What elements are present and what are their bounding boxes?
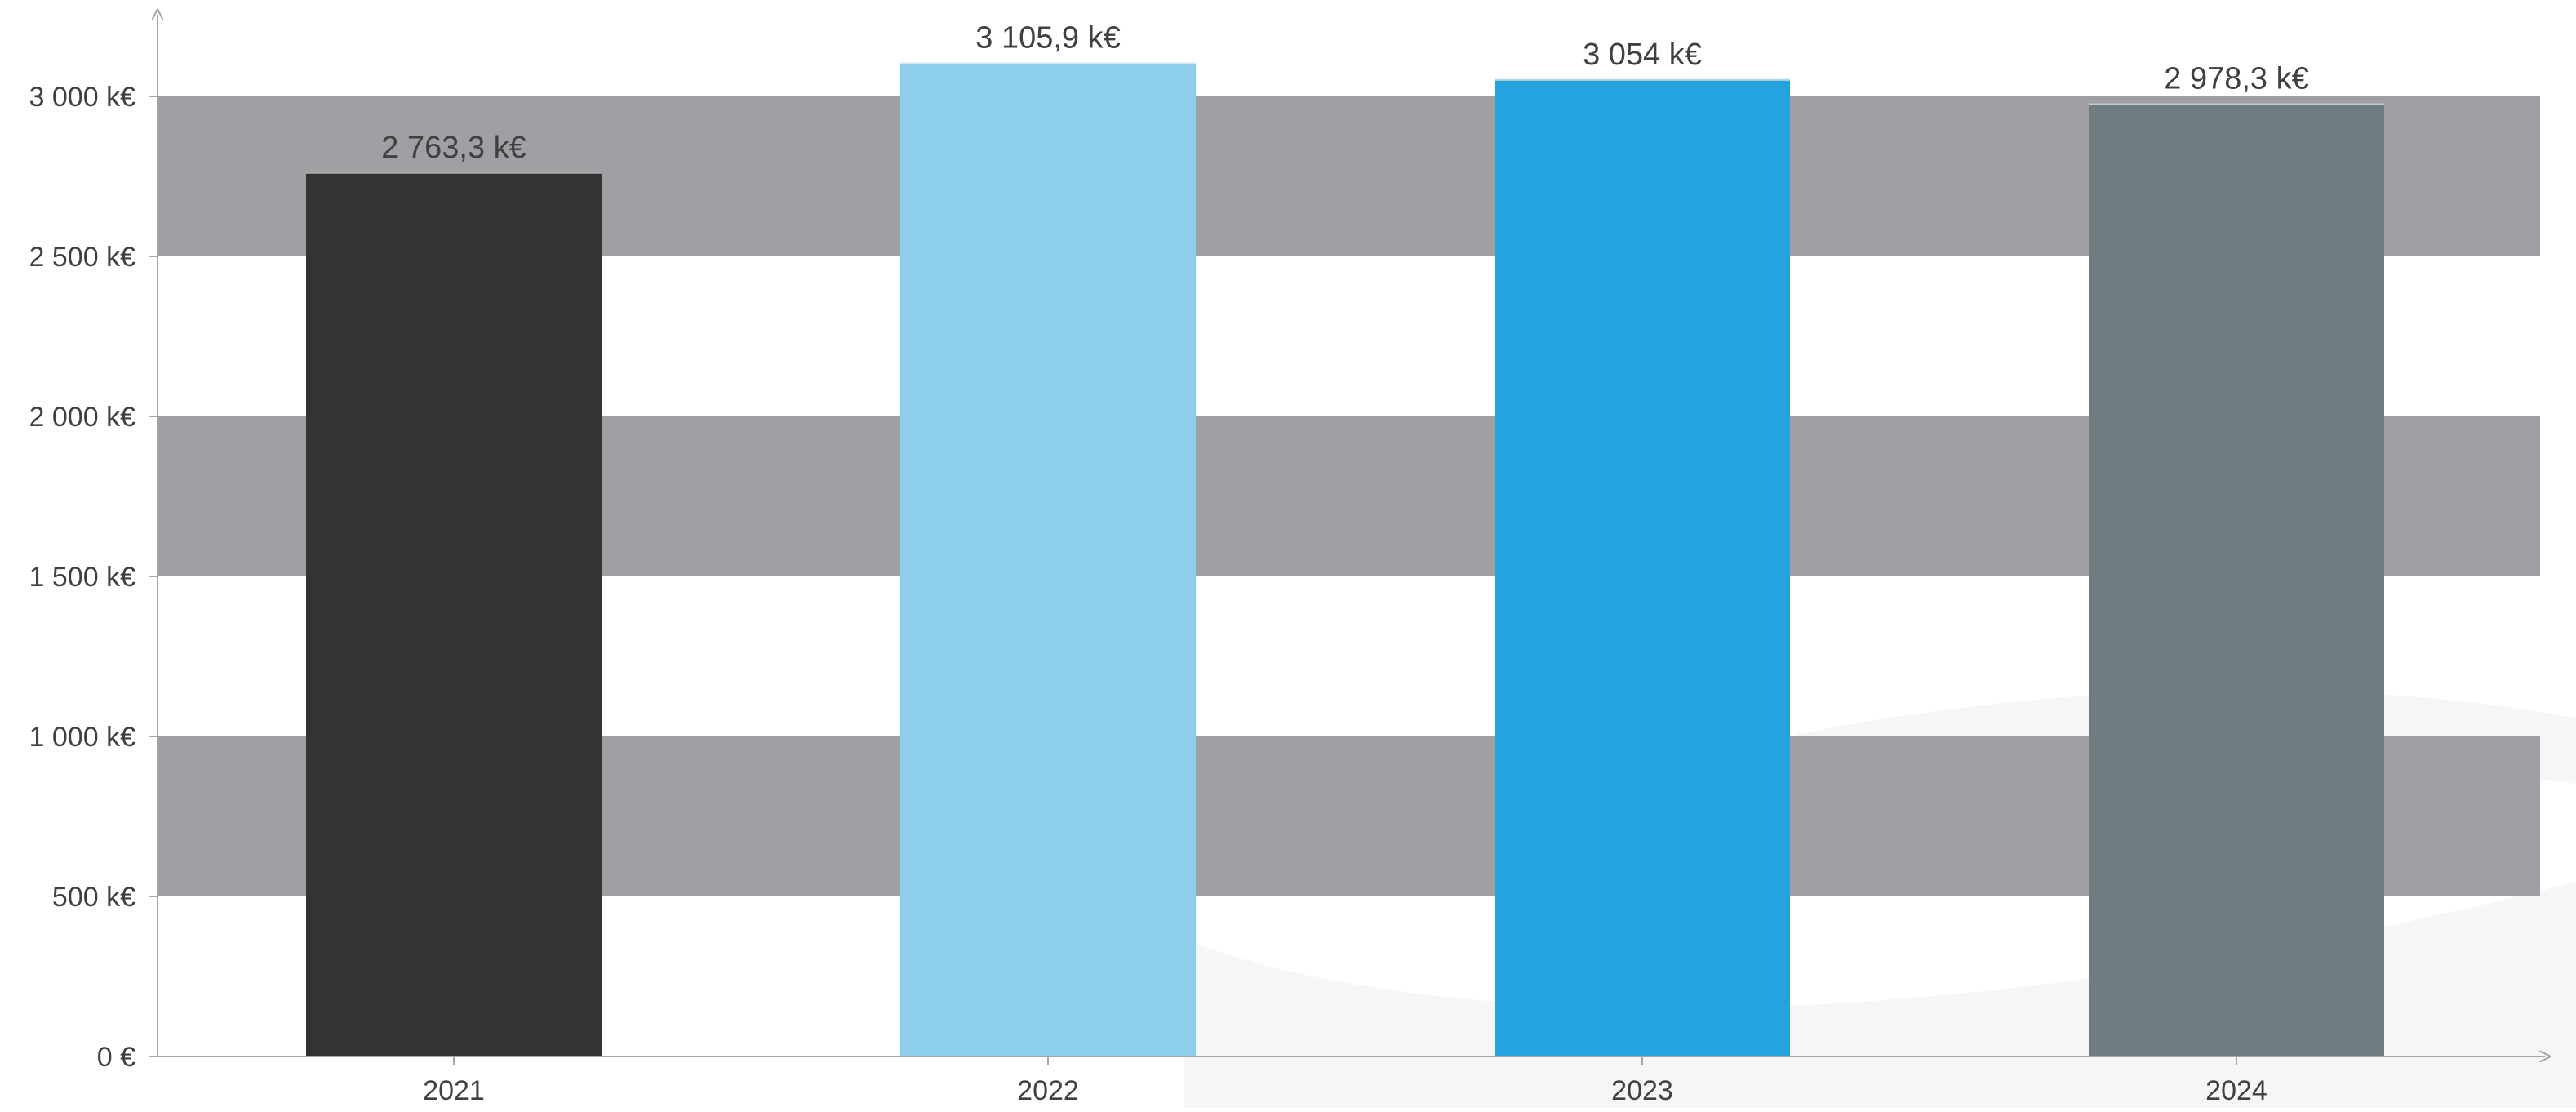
y-tick-label: 3 000 k€ <box>29 82 136 113</box>
bar-2023 <box>1495 78 1790 1056</box>
y-tick-label: 1 500 k€ <box>29 562 136 593</box>
y-tick-label: 0 € <box>97 1042 135 1073</box>
data-label: 2 763,3 k€ <box>381 131 526 165</box>
bar-2021 <box>306 171 602 1057</box>
x-tick-label: 2023 <box>1611 1075 1673 1106</box>
chart-axes <box>158 15 2545 1056</box>
x-axis-ticks: 2021 2022 2023 2024 <box>423 1056 2267 1106</box>
x-tick-label: 2021 <box>423 1075 485 1106</box>
y-tick-label: 2 500 k€ <box>29 242 136 273</box>
data-label: 3 054 k€ <box>1583 38 1702 72</box>
bar-series <box>306 62 2384 1057</box>
y-axis-ticks: 0 € 500 k€ 1 000 k€ 1 500 k€ 2 000 k€ 2 500 k… <box>29 82 158 1073</box>
y-tick-label: 500 k€ <box>52 882 135 913</box>
y-tick-label: 1 000 k€ <box>29 722 136 753</box>
x-tick-label: 2022 <box>1017 1075 1079 1106</box>
data-label: 3 105,9 k€ <box>975 20 1120 55</box>
x-tick-label: 2024 <box>2205 1075 2267 1106</box>
data-label: 2 978,3 k€ <box>2164 62 2308 96</box>
bar-2022 <box>900 62 1196 1057</box>
data-labels: 2 763,3 k€ 3 105,9 k€ 3 054 k€ 2 978,3 k€ <box>381 20 2308 164</box>
y-tick-label: 2 000 k€ <box>29 402 136 433</box>
bar-2024 <box>2089 103 2384 1057</box>
